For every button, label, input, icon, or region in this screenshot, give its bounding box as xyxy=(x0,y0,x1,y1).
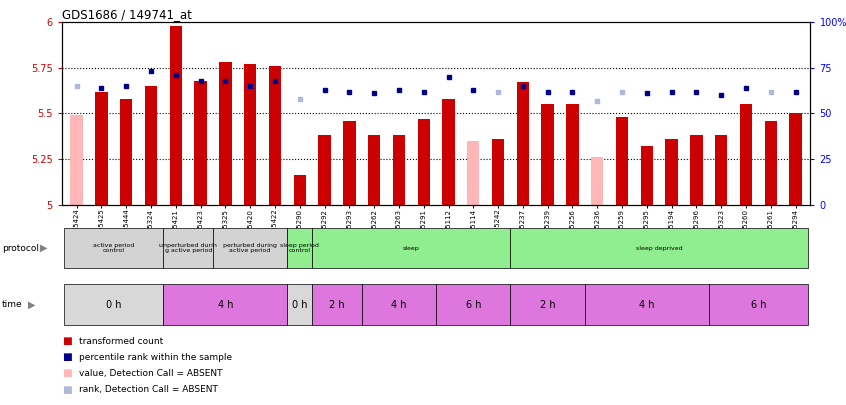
Bar xyxy=(145,86,157,205)
Text: value, Detection Call = ABSENT: value, Detection Call = ABSENT xyxy=(79,369,222,378)
Text: unperturbed durin
g active period: unperturbed durin g active period xyxy=(159,243,217,254)
Bar xyxy=(269,66,281,205)
Bar xyxy=(616,117,629,205)
Bar xyxy=(368,135,381,205)
Bar xyxy=(510,228,808,269)
Text: sleep deprived: sleep deprived xyxy=(636,245,683,251)
Bar xyxy=(362,284,436,325)
Text: transformed count: transformed count xyxy=(79,337,163,345)
Bar xyxy=(288,284,312,325)
Bar xyxy=(591,157,603,205)
Bar xyxy=(436,284,510,325)
Text: ■: ■ xyxy=(62,385,72,394)
Bar xyxy=(442,99,454,205)
Bar xyxy=(213,228,288,269)
Bar xyxy=(393,135,405,205)
Bar xyxy=(739,104,752,205)
Bar xyxy=(418,119,430,205)
Bar xyxy=(70,115,83,205)
Text: rank, Detection Call = ABSENT: rank, Detection Call = ABSENT xyxy=(79,385,217,394)
Bar xyxy=(219,62,232,205)
Bar xyxy=(288,228,312,269)
Bar xyxy=(510,284,585,325)
Bar xyxy=(312,228,510,269)
Bar xyxy=(690,135,703,205)
Bar xyxy=(666,139,678,205)
Text: 2 h: 2 h xyxy=(540,300,556,310)
Bar xyxy=(120,99,133,205)
Text: 0 h: 0 h xyxy=(292,300,307,310)
Text: 6 h: 6 h xyxy=(465,300,481,310)
Bar xyxy=(585,284,709,325)
Bar xyxy=(244,64,256,205)
Text: 4 h: 4 h xyxy=(639,300,655,310)
Text: 0 h: 0 h xyxy=(106,300,122,310)
Text: ▶: ▶ xyxy=(40,243,47,253)
Bar xyxy=(163,228,213,269)
Bar xyxy=(294,175,306,205)
Text: 4 h: 4 h xyxy=(391,300,407,310)
Text: GDS1686 / 149741_at: GDS1686 / 149741_at xyxy=(62,8,192,21)
Bar xyxy=(64,228,163,269)
Bar xyxy=(517,83,529,205)
Bar xyxy=(715,135,728,205)
Text: 6 h: 6 h xyxy=(750,300,766,310)
Bar xyxy=(789,113,802,205)
Bar xyxy=(566,104,579,205)
Bar xyxy=(312,284,362,325)
Text: sleep period
control: sleep period control xyxy=(280,243,319,254)
Bar xyxy=(765,121,777,205)
Bar xyxy=(541,104,554,205)
Text: ■: ■ xyxy=(62,336,72,346)
Text: perturbed during
active period: perturbed during active period xyxy=(223,243,277,254)
Text: sleep: sleep xyxy=(403,245,420,251)
Bar xyxy=(709,284,808,325)
Bar xyxy=(195,81,206,205)
Bar xyxy=(169,26,182,205)
Bar xyxy=(492,139,504,205)
Text: 4 h: 4 h xyxy=(217,300,233,310)
Text: time: time xyxy=(2,300,22,309)
Bar xyxy=(96,92,107,205)
Bar xyxy=(64,284,163,325)
Bar xyxy=(163,284,288,325)
Text: 2 h: 2 h xyxy=(329,300,345,310)
Bar xyxy=(343,121,355,205)
Text: active period
control: active period control xyxy=(93,243,135,254)
Text: percentile rank within the sample: percentile rank within the sample xyxy=(79,353,232,362)
Bar xyxy=(318,135,331,205)
Text: protocol: protocol xyxy=(2,243,39,253)
Text: ■: ■ xyxy=(62,352,72,362)
Bar xyxy=(467,141,480,205)
Text: ▶: ▶ xyxy=(28,300,36,310)
Bar xyxy=(640,146,653,205)
Text: ■: ■ xyxy=(62,369,72,378)
